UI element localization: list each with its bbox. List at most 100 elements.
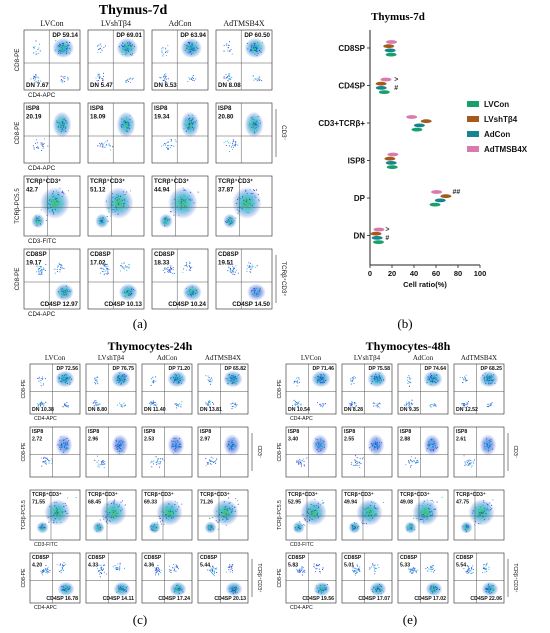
event-dot <box>355 572 357 574</box>
event-dot <box>121 121 123 123</box>
gate-value: DN 12.52 <box>456 407 478 413</box>
chart-title: Thymus-7d <box>371 11 425 23</box>
event-dot <box>482 516 484 518</box>
event-dot <box>320 404 322 406</box>
event-dot <box>489 440 491 442</box>
event-dot <box>172 511 174 513</box>
event-dot <box>485 449 487 451</box>
event-dot <box>113 517 116 519</box>
event-dot <box>128 44 130 46</box>
event-dot <box>484 568 486 570</box>
event-dot <box>238 210 240 212</box>
event-dot <box>370 566 372 568</box>
event-dot <box>438 379 440 381</box>
event-dot <box>114 210 116 212</box>
event-dot <box>34 219 36 221</box>
event-dot <box>125 291 128 293</box>
event-dot <box>38 266 40 268</box>
event-dot <box>256 77 258 79</box>
event-dot <box>128 290 130 292</box>
event-dot <box>406 527 408 529</box>
event-dot <box>130 53 132 55</box>
event-dot <box>100 144 102 146</box>
event-dot <box>317 505 319 507</box>
event-dot <box>129 190 132 192</box>
event-dot <box>209 405 211 407</box>
event-dot <box>131 290 133 292</box>
y-axis-label: CD8-PE <box>277 568 283 588</box>
event-dot <box>376 586 378 588</box>
event-dot <box>65 377 67 379</box>
event-dot <box>95 77 97 79</box>
event-dot <box>117 404 119 406</box>
gate-value: 71.55 <box>32 499 45 505</box>
event-dot <box>98 466 100 468</box>
event-dot <box>232 269 234 271</box>
event-dot <box>426 510 428 512</box>
event-dot <box>66 402 68 404</box>
event-dot <box>131 288 133 290</box>
event-dot <box>249 123 251 125</box>
event-dot <box>67 291 69 293</box>
gate-value: DP 71.20 <box>168 366 190 372</box>
event-dot <box>319 376 321 378</box>
event-dot <box>57 444 59 446</box>
event-dot <box>252 293 254 295</box>
event-dot <box>373 405 375 407</box>
event-dot <box>482 500 484 502</box>
x-tick-label: 80 <box>454 269 462 278</box>
event-dot <box>170 267 172 269</box>
event-dot <box>321 378 323 380</box>
event-dot <box>298 461 300 463</box>
event-dot <box>181 376 183 379</box>
event-dot <box>40 527 42 529</box>
event-dot <box>433 571 435 573</box>
event-dot <box>46 569 48 571</box>
event-dot <box>42 269 44 271</box>
event-dot <box>101 220 103 222</box>
gate-value: DP 74.64 <box>424 366 446 372</box>
event-dot <box>189 294 191 296</box>
event-dot <box>123 567 126 569</box>
event-dot <box>105 521 107 523</box>
event-dot <box>47 566 49 568</box>
event-dot <box>154 523 156 526</box>
event-dot <box>65 53 67 55</box>
event-dot <box>323 501 325 504</box>
event-dot <box>35 218 37 220</box>
event-dot <box>234 586 236 588</box>
event-dot <box>165 216 167 218</box>
event-dot <box>155 380 157 382</box>
event-dot <box>104 516 106 518</box>
event-dot <box>229 447 231 449</box>
event-dot <box>232 508 234 510</box>
event-dot <box>193 127 195 129</box>
event-dot <box>134 289 136 292</box>
event-dot <box>295 381 297 383</box>
event-dot <box>49 199 51 201</box>
gate-value: 2.88 <box>400 436 410 442</box>
event-dot <box>165 142 167 144</box>
event-dot <box>407 406 410 409</box>
event-dot <box>376 513 378 515</box>
event-dot <box>249 203 251 205</box>
event-dot <box>180 203 182 205</box>
event-dot <box>231 567 233 569</box>
event-dot <box>371 517 374 519</box>
event-dot <box>58 262 60 264</box>
event-dot <box>487 585 489 587</box>
event-dot <box>223 142 225 144</box>
event-dot <box>187 291 189 293</box>
event-dot <box>227 73 230 75</box>
event-dot <box>49 516 51 518</box>
event-dot <box>40 401 42 403</box>
event-dot <box>66 437 68 439</box>
event-dot <box>169 569 171 571</box>
event-dot <box>230 446 232 448</box>
event-dot <box>106 268 108 270</box>
event-dot <box>419 512 421 514</box>
event-dot <box>64 588 67 590</box>
event-dot <box>59 439 61 441</box>
